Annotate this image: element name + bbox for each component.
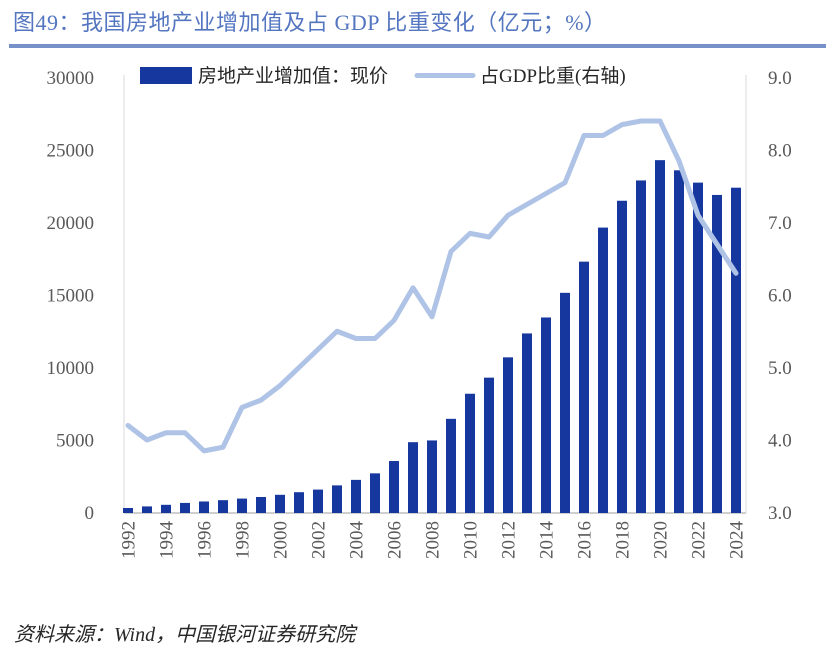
right-axis-tick-label: 5.0 <box>768 358 792 379</box>
figure-title: 图49：我国房地产业增加值及占 GDP 比重变化（亿元；%） <box>13 10 607 35</box>
left-axis-tick-label: 5000 <box>56 431 94 452</box>
x-axis-tick-label: 2008 <box>423 521 444 559</box>
bar-1997 <box>218 500 228 513</box>
x-axis-tick-label: 1994 <box>157 521 178 560</box>
right-axis-tick-label: 7.0 <box>768 213 792 234</box>
legend-bar-label: 房地产业增加值：现价 <box>198 65 388 87</box>
bar-2019 <box>636 180 646 513</box>
bar-2023 <box>712 194 722 513</box>
bar-2009 <box>446 418 456 513</box>
bar-2002 <box>313 489 323 513</box>
x-axis-tick-label: 2006 <box>385 521 406 559</box>
legend-bar-swatch <box>140 67 192 84</box>
bar-2015 <box>560 292 570 513</box>
bar-2003 <box>332 485 342 513</box>
bar-2005 <box>370 473 380 513</box>
bar-2000 <box>275 494 285 513</box>
x-axis-tick-label: 2016 <box>575 521 596 559</box>
right-axis-tick-label: 4.0 <box>768 431 792 452</box>
bar-2017 <box>598 227 608 513</box>
bar-1993 <box>142 506 152 513</box>
right-axis-tick-label: 9.0 <box>768 68 792 89</box>
x-axis-tick-label: 2012 <box>499 521 520 559</box>
x-axis-tick-label: 1992 <box>119 521 140 559</box>
bar-2004 <box>351 479 361 513</box>
x-axis-tick-label: 2020 <box>651 521 672 559</box>
x-axis-tick-label: 1998 <box>233 521 254 559</box>
bar-1992 <box>123 508 133 513</box>
x-axis-tick-label: 2000 <box>271 521 292 559</box>
bar-1998 <box>237 498 247 513</box>
x-axis-tick-label: 2018 <box>613 521 634 559</box>
bar-2021 <box>674 170 684 514</box>
bar-1994 <box>161 504 171 513</box>
x-axis-tick-label: 2004 <box>347 521 368 560</box>
legend-line-label: 占GDP比重(右轴) <box>480 65 626 87</box>
bar-2024 <box>731 187 741 513</box>
bar-2016 <box>579 261 589 513</box>
bar-2022 <box>693 182 703 513</box>
left-axis-tick-label: 0 <box>85 503 95 524</box>
title-rule <box>9 44 826 48</box>
x-axis-tick-label: 2002 <box>309 521 330 559</box>
bar-1995 <box>180 502 190 513</box>
left-axis-tick-label: 20000 <box>47 213 95 234</box>
bar-2011 <box>484 377 494 513</box>
right-axis-tick-label: 6.0 <box>768 286 792 307</box>
bar-2018 <box>617 200 627 513</box>
left-axis-tick-label: 10000 <box>47 358 95 379</box>
bar-2010 <box>465 393 475 513</box>
chart-area: 房地产业增加值：现价 占GDP比重(右轴) 0 5000 10000 15000 200… <box>0 48 835 608</box>
x-axis-tick-label: 2022 <box>689 521 710 559</box>
right-axis-tick-label: 8.0 <box>768 141 792 162</box>
left-axis-tick-label: 25000 <box>47 141 95 162</box>
chart-canvas: 房地产业增加值：现价 占GDP比重(右轴) 0 5000 10000 15000 200… <box>47 65 792 560</box>
bar-2001 <box>294 492 304 513</box>
bar-2008 <box>427 440 437 513</box>
bar-2007 <box>408 442 418 513</box>
left-axis-tick-label: 15000 <box>47 286 95 307</box>
bar-2013 <box>522 333 532 513</box>
bar-2012 <box>503 357 513 513</box>
x-axis-tick-label: 1996 <box>195 521 216 559</box>
bar-2014 <box>541 317 551 513</box>
bar-2020 <box>655 160 665 513</box>
x-axis-tick-label: 2010 <box>461 521 482 559</box>
bar-1996 <box>199 501 209 513</box>
gdp-share-line <box>125 118 739 454</box>
x-axis-tick-label: 2014 <box>537 521 558 560</box>
x-axis-tick-label: 2024 <box>727 521 748 560</box>
bar-1999 <box>256 496 266 513</box>
right-axis-tick-label: 3.0 <box>768 503 792 524</box>
source-note: 资料来源：Wind，中国银河证券研究院 <box>14 624 356 646</box>
left-axis-tick-label: 30000 <box>47 68 95 89</box>
bar-2006 <box>389 461 399 513</box>
